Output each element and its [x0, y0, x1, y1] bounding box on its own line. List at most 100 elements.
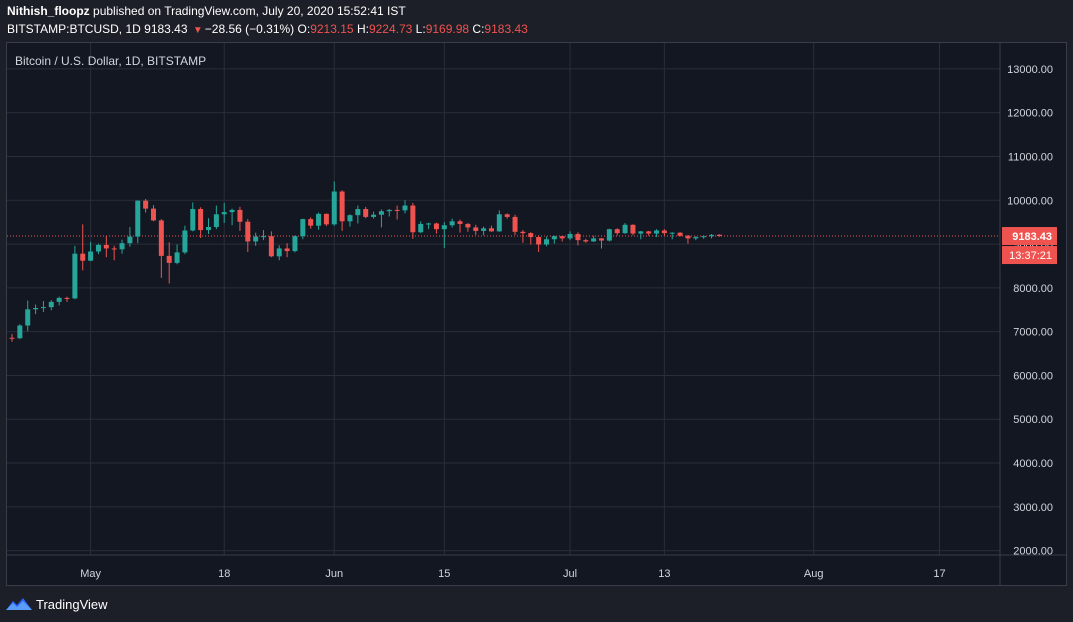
candle-body — [292, 236, 298, 252]
countdown-badge-text: 13:37:21 — [1009, 250, 1052, 262]
candle-body — [158, 220, 164, 256]
candle-body — [363, 209, 369, 217]
candle-body — [520, 231, 526, 234]
last-price-text: 9183.43 — [144, 22, 188, 36]
candle-body — [512, 216, 518, 232]
publication-header: Nithish_floopz published on TradingView.… — [7, 0, 1067, 40]
candle-body — [654, 230, 660, 234]
candle-body — [433, 223, 439, 230]
candle-body — [17, 325, 23, 339]
publication-info: Nithish_floopz published on TradingView.… — [7, 4, 406, 18]
x-tick-label: Jul — [563, 568, 577, 580]
y-tick-label: 6000.00 — [1013, 370, 1053, 382]
candle-body — [488, 228, 494, 232]
x-tick-label: 17 — [933, 568, 945, 580]
tradingview-logo-icon[interactable] — [6, 597, 32, 611]
candle-body — [638, 231, 644, 234]
candle-body — [394, 209, 400, 211]
down-triangle-icon: ▼ — [192, 25, 203, 36]
candle-body — [64, 297, 70, 299]
candle-body — [253, 236, 259, 242]
candle-body — [606, 229, 612, 241]
candle-body — [693, 237, 699, 239]
candle-body — [56, 297, 62, 302]
candle-body — [150, 208, 156, 221]
candle-body — [614, 229, 620, 234]
candle-body — [630, 224, 636, 234]
candle-body — [276, 248, 282, 257]
candle-body — [528, 233, 534, 238]
candle-body — [575, 233, 581, 241]
candle-body — [583, 240, 589, 242]
candle-body — [245, 221, 251, 242]
change-text: −28.56 (−0.31%) — [204, 22, 295, 36]
candle-body — [591, 238, 597, 242]
candle-body — [182, 230, 188, 253]
candle-body — [40, 307, 46, 309]
candle-body — [418, 223, 424, 233]
candle-body — [48, 301, 54, 308]
candle-body — [646, 231, 652, 234]
y-tick-label: 12000.00 — [1007, 108, 1053, 120]
candle-body — [473, 227, 479, 231]
candle-body — [127, 236, 133, 244]
candle-body — [206, 226, 211, 231]
candle-body — [284, 248, 290, 252]
high-value: 9224.73 — [368, 22, 413, 36]
candle-body — [371, 214, 377, 217]
candle-body — [229, 209, 235, 213]
candle-body — [316, 213, 322, 226]
candle-body — [567, 233, 573, 239]
candle-body — [300, 219, 306, 237]
chart-panel[interactable]: 13000.00 12000.00 11000.00 10000.00 9000.00 8… — [6, 42, 1067, 586]
candle-body — [402, 205, 408, 211]
published-text: published on TradingView.com, July 20, 2… — [93, 4, 406, 18]
y-tick-label: 5000.00 — [1013, 414, 1053, 426]
candle-body — [331, 191, 337, 225]
candle-body — [355, 209, 361, 216]
candle-body — [685, 235, 691, 239]
chart-symbol-label: Bitcoin / U.S. Dollar, 1D, BITSTAMP — [15, 54, 207, 68]
candle-body — [661, 230, 667, 234]
footer-branding: TradingView — [6, 594, 108, 614]
candle-body — [174, 252, 180, 263]
last-price-badge — [1002, 227, 1057, 246]
candle-body — [103, 244, 109, 249]
candle-body — [198, 209, 204, 231]
candle-body — [709, 234, 715, 237]
candle-body — [677, 232, 683, 236]
x-tick-label: Aug — [804, 568, 824, 580]
candle-body — [481, 228, 487, 231]
candle-body — [88, 251, 94, 261]
candle-body — [143, 200, 149, 209]
candle-body — [347, 215, 353, 222]
high-label: H: — [356, 22, 369, 36]
chart-background — [7, 43, 1066, 585]
last-price-badge-text: 9183.43 — [1012, 231, 1052, 243]
candle-body — [190, 209, 196, 231]
candle-body — [119, 243, 125, 250]
countdown-badge — [1002, 246, 1057, 265]
x-tick-label: 15 — [438, 568, 450, 580]
symbol-ticker: BITSTAMP:BTCUSD, 1D — [7, 22, 141, 36]
close-label: C: — [472, 22, 485, 36]
candle-body — [457, 221, 463, 224]
y-tick-label: 11000.00 — [1008, 151, 1053, 163]
candlestick-chart[interactable]: 13000.0012000.0011000.0010000.009000.008… — [7, 43, 1066, 585]
candle-body — [716, 234, 722, 237]
candle-body — [669, 232, 675, 234]
y-tick-label: 7000.00 — [1013, 327, 1053, 339]
author-name[interactable]: Nithish_floopz — [7, 4, 90, 18]
candle-body — [323, 213, 329, 225]
candle-body — [9, 337, 15, 339]
candle-body — [426, 223, 432, 225]
y-tick-label: 2000.00 — [1013, 546, 1053, 558]
symbol-ohlc-line: BITSTAMP:BTCUSD, 1D 9183.43 ▼ −28.56 (−0.… — [7, 22, 528, 36]
x-tick-label: 18 — [218, 568, 230, 580]
tradingview-brand-text[interactable]: TradingView — [36, 596, 108, 612]
candle-body — [261, 236, 267, 238]
candle-body — [72, 253, 78, 299]
candle-body — [95, 244, 101, 252]
candle-body — [268, 236, 274, 257]
candle-body — [378, 211, 384, 215]
